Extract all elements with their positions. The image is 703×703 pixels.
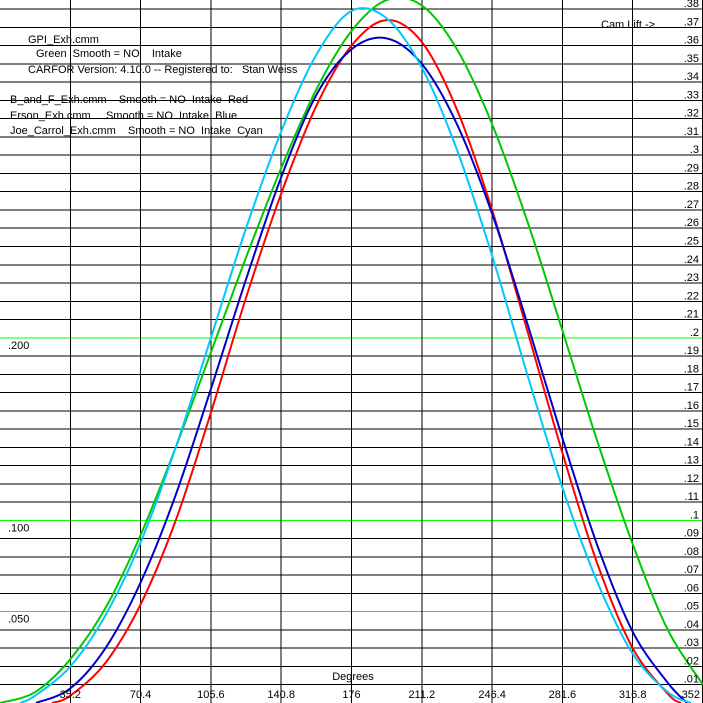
y-tick-label-left: .200 <box>8 340 29 352</box>
series-line-1 <box>51 19 682 703</box>
annotation-block: GPI_Exh.cmm Green Smooth = NO Intake CAR… <box>10 19 655 137</box>
y-tick-label-right: .18 <box>684 363 699 375</box>
y-tick-label-right: .22 <box>684 290 699 302</box>
x-tick-label: 140.8 <box>267 689 295 701</box>
x-axis-label: Degrees <box>332 671 374 683</box>
y-tick-labels-right: .01 .02 .03 .04 .05 .06 .07 .08 .09 .1 .11 .12 .13 .1… <box>684 0 699 686</box>
y-tick-label-right: .31 <box>684 126 699 138</box>
y-tick-label-right: .21 <box>684 309 699 321</box>
y-tick-label-right: .25 <box>684 236 699 248</box>
y-tick-label-right: .36 <box>684 35 699 47</box>
y-tick-label-right: .12 <box>684 473 699 485</box>
y-tick-label-right: .1 <box>690 509 699 521</box>
y-tick-label-right: .15 <box>684 418 699 430</box>
y-tick-label-right: .3 <box>690 144 699 156</box>
y-tick-label-right: .23 <box>684 272 699 284</box>
y-tick-label-right: .29 <box>684 162 699 174</box>
y-tick-label-right: .16 <box>684 400 699 412</box>
overlay-line-blue: Erson_Exh.cmm Smooth = NO Intake Blue <box>10 110 237 122</box>
y-tick-label-left: .100 <box>8 522 29 534</box>
y-tick-label-right: .05 <box>684 601 699 613</box>
y-tick-label-right: .27 <box>684 199 699 211</box>
y-tick-label-right: .07 <box>684 564 699 576</box>
y-tick-labels-left: .050 .100 .200 <box>8 340 29 626</box>
series-line-2 <box>35 36 688 703</box>
y-tick-label-right: .13 <box>684 455 699 467</box>
x-tick-label: 211.2 <box>408 689 435 701</box>
y-tick-label-right: .11 <box>685 491 699 503</box>
y-tick-label-left: .050 <box>8 614 29 626</box>
file-settings-label: Green Smooth = NO Intake <box>36 48 182 60</box>
y-tick-label-right: .06 <box>684 582 699 594</box>
x-tick-label: 352 <box>682 689 700 701</box>
x-tick-label: 281.6 <box>549 689 577 701</box>
y-tick-label-right: .26 <box>684 217 699 229</box>
y-tick-label-right: .08 <box>684 546 699 558</box>
x-tick-label: 70.4 <box>130 689 151 701</box>
y-tick-label-right: .35 <box>684 53 699 65</box>
y-tick-label-right: .01 <box>684 674 699 686</box>
version-label: CARFOR Version: 4.10.0 -- Registered to:… <box>28 64 298 76</box>
x-tick-label: 316.8 <box>619 689 647 701</box>
y-tick-label-right: .38 <box>684 0 699 10</box>
file-name-label: GPI_Exh.cmm <box>28 34 99 46</box>
y-tick-label-right: .37 <box>684 16 699 28</box>
y-tick-label-right: .33 <box>684 89 699 101</box>
y-tick-label-right: .03 <box>684 637 699 649</box>
y-tick-label-right: .28 <box>684 181 699 193</box>
y-tick-label-right: .02 <box>684 655 699 667</box>
x-tick-label: 105.6 <box>197 689 225 701</box>
x-tick-label: 35.2 <box>60 689 81 701</box>
y-tick-label-right: .34 <box>684 71 699 83</box>
y-tick-label-right: .32 <box>684 108 699 120</box>
y-tick-label-right: .24 <box>684 254 699 266</box>
series-line-3 <box>19 7 692 703</box>
x-tick-label: 176 <box>342 689 360 701</box>
x-tick-labels: 35.2 70.4 105.6 140.8 176 211.2 246.4 281.6 316.… <box>60 689 700 701</box>
overlay-line-cyan: Joe_Carrol_Exh.cmm Smooth = NO Intake Cy… <box>10 125 263 137</box>
cam-lift-axis-label: Cam Lift -> <box>601 19 655 31</box>
y-tick-label-right: .2 <box>690 327 699 339</box>
y-tick-label-right: .09 <box>684 528 699 540</box>
overlay-line-red: B_and_F_Exh.cmm Smooth = NO Intake Red <box>10 94 248 106</box>
y-tick-label-right: .17 <box>684 382 699 394</box>
y-tick-label-right: .19 <box>684 345 699 357</box>
x-tick-label: 246.4 <box>478 689 506 701</box>
y-tick-label-right: .14 <box>684 436 699 448</box>
y-tick-label-right: .04 <box>684 619 699 631</box>
